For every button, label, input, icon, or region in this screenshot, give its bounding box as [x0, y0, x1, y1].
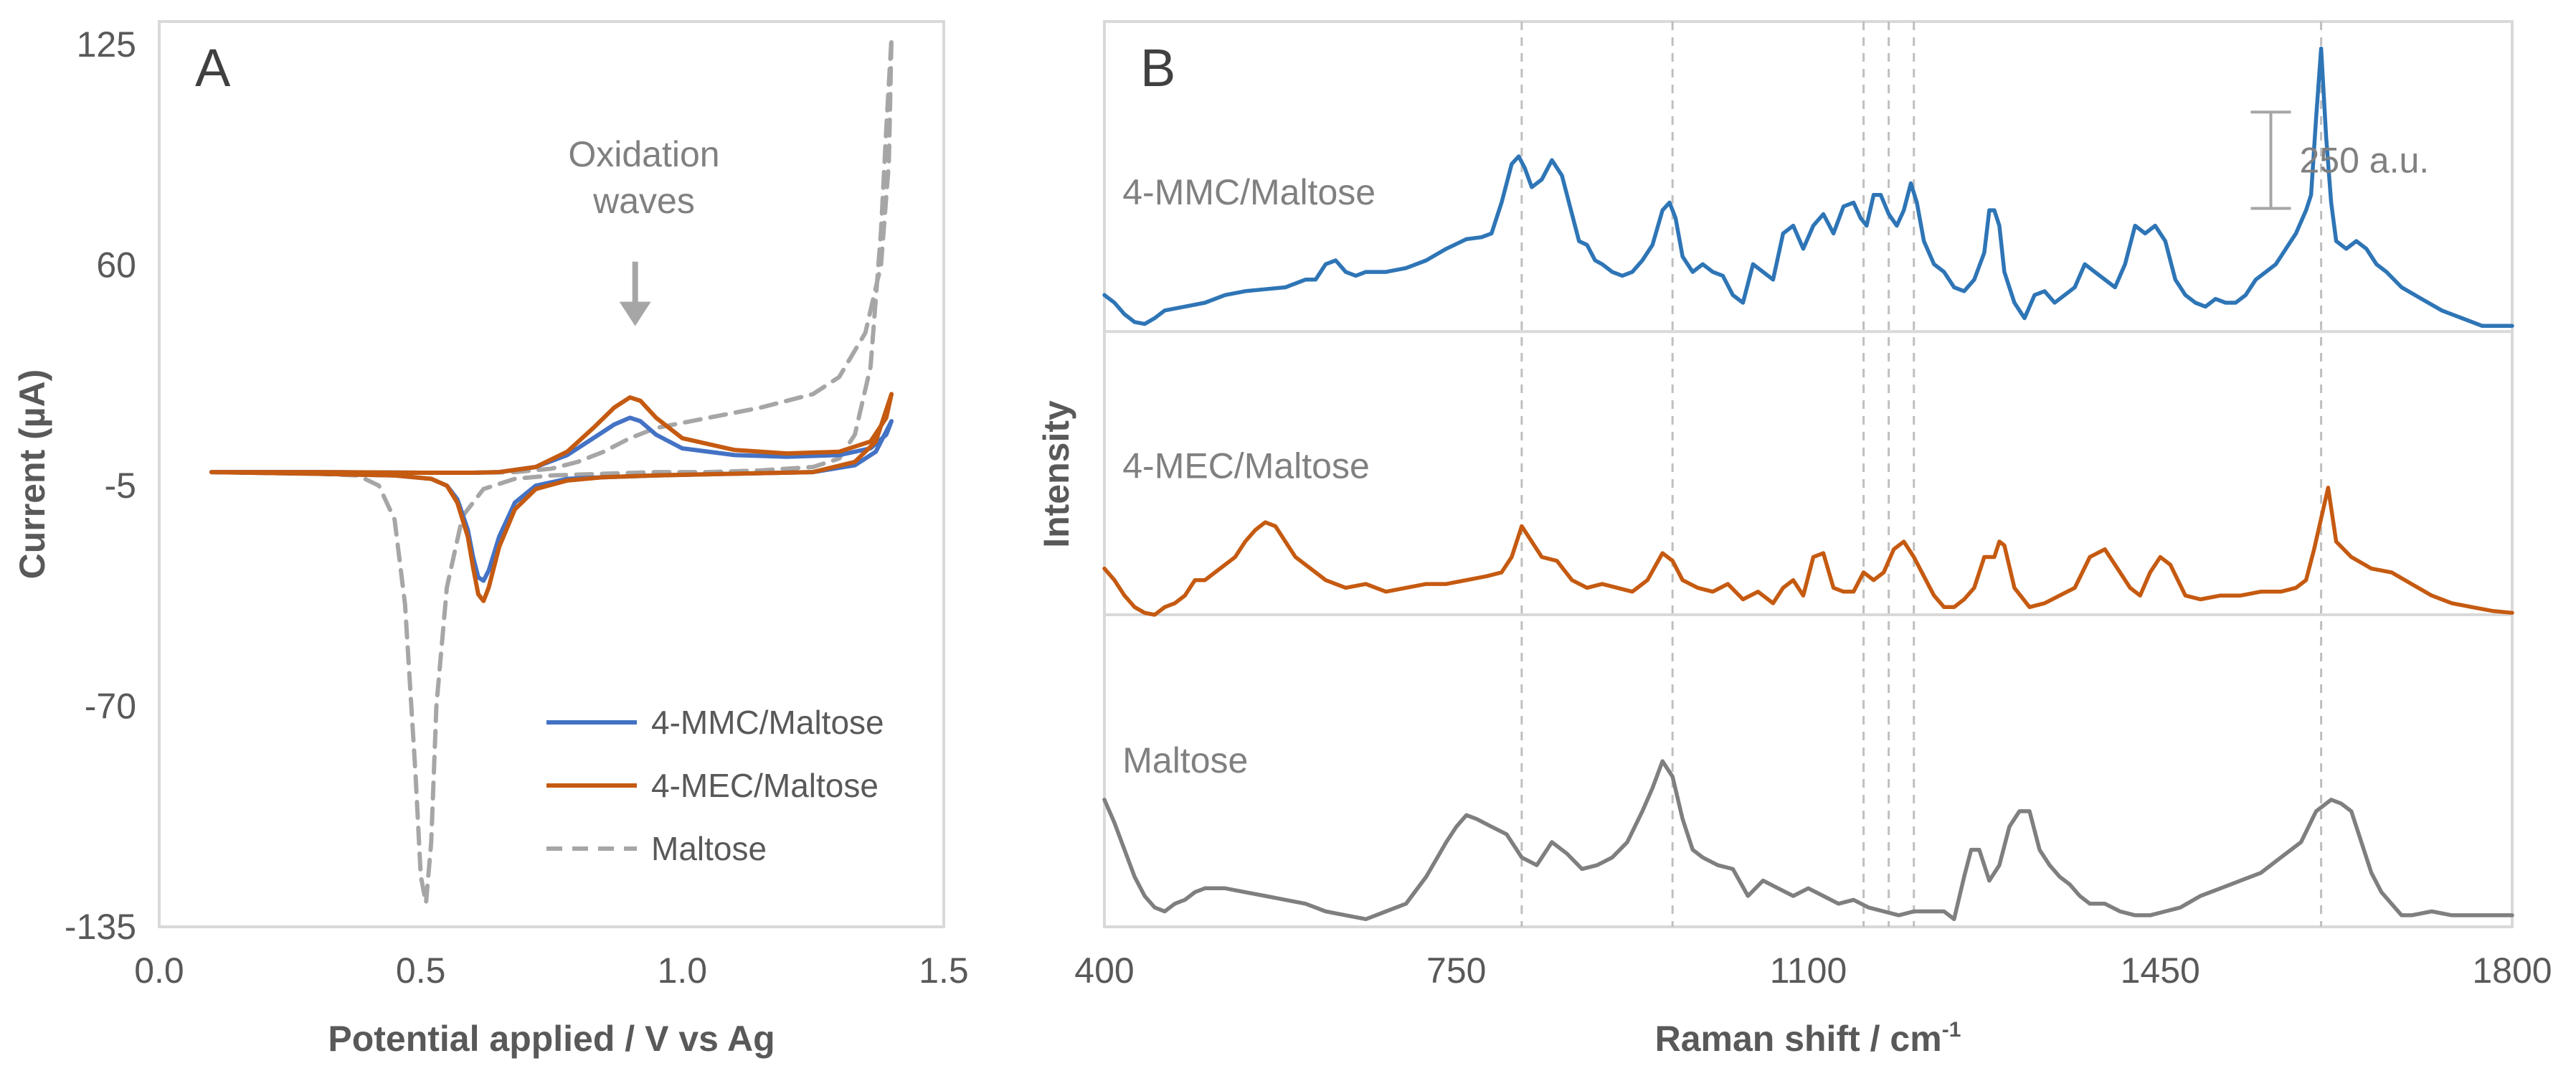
panel-b-curve-label-4-mmc-maltose: 4-MMC/Maltose	[1122, 172, 1375, 212]
panel-b-x-tick-1450: 1450	[2121, 950, 2200, 991]
panel-a-legend: 4-MMC/Maltose 4-MEC/Maltose Maltose	[546, 704, 884, 867]
panel-a-y-tick-70: -70	[85, 687, 136, 727]
panel-a-y-tick-5: -5	[105, 466, 136, 506]
panel-a-series-4-mec-maltose	[209, 392, 894, 603]
panel-b-series-group	[1102, 46, 2514, 922]
panel-a-series-group	[209, 35, 894, 905]
legend-label-4-mmc-maltose: 4-MMC/Maltose	[651, 704, 884, 741]
panel-b-baselines	[1104, 330, 2512, 617]
legend-label-4-mec-maltose: 4-MEC/Maltose	[651, 767, 879, 804]
scale-bar: 250 a.u.	[2250, 110, 2429, 210]
panel-a-y-tick-135: -135	[65, 907, 136, 947]
panel-a-x-ticks: 0.0 0.5 1.0 1.5	[134, 950, 969, 991]
panel-a-x-tick-1-5: 1.5	[919, 950, 969, 991]
panel-b-frame	[1103, 20, 2514, 928]
panel-b-x-tick-1800: 1800	[2472, 950, 2552, 991]
panel-a-series-maltose	[209, 35, 894, 905]
panel-b-series-4-mmc-maltose	[1102, 46, 2514, 328]
panel-b-curve-labels: 4-MMC/Maltose 4-MEC/Maltose Maltose	[1122, 172, 1375, 780]
oxidation-arrow-head	[619, 301, 651, 326]
panel-a-y-tick-60: 60	[96, 245, 136, 286]
panel-a-letter: A	[195, 38, 231, 98]
panel-b-x-axis-label: Raman shift / cm-1	[1655, 1018, 1961, 1059]
panel-b-x-ticks: 400 750 1100 1450 1800	[1074, 950, 2552, 991]
panel-b-x-axis-label-sup: -1	[1942, 1018, 1961, 1042]
panel-b-x-tick-400: 400	[1074, 950, 1134, 991]
scale-bar-label: 250 a.u.	[2299, 140, 2429, 180]
panel-a-y-axis-label: Current (µA)	[12, 369, 52, 580]
oxidation-annotation-line2: waves	[592, 181, 695, 221]
panel-b-series-4-mec-maltose	[1102, 486, 2514, 617]
panel-b-curve-label-4-mec-maltose: 4-MEC/Maltose	[1122, 445, 1370, 486]
panel-b-x-tick-750: 750	[1426, 950, 1486, 991]
panel-b-x-axis-label-text: Raman shift / cm	[1655, 1019, 1942, 1059]
oxidation-arrow	[619, 261, 651, 326]
panel-a-x-tick-0-0: 0.0	[134, 950, 184, 991]
panel-a-x-tick-1-0: 1.0	[658, 950, 708, 991]
panel-b-curve-label-maltose: Maltose	[1122, 740, 1248, 780]
oxidation-annotation-line1: Oxidation	[568, 134, 719, 174]
panel-a-y-ticks: 125 60 -5 -70 -135	[65, 24, 136, 947]
legend-label-maltose: Maltose	[651, 830, 767, 867]
panel-a-cv-chart: A 125 60 -5 -70 -135 0.0 0.5 1.0 1.5 Potential …	[12, 20, 969, 1059]
panel-b-x-tick-1100: 1100	[1770, 950, 1847, 991]
panel-b-y-axis-label: Intensity	[1036, 400, 1076, 548]
panel-a-y-tick-125: 125	[77, 24, 136, 65]
panel-b-series-maltose	[1102, 759, 2514, 922]
panel-b-raman-chart: B 4-MMC/Maltose 4-MEC/Maltose Maltose 400 7…	[1036, 20, 2552, 1059]
panel-a-x-axis-label: Potential applied / V vs Ag	[328, 1019, 775, 1059]
panel-b-letter: B	[1140, 38, 1175, 98]
panel-a-x-tick-0-5: 0.5	[396, 950, 446, 991]
